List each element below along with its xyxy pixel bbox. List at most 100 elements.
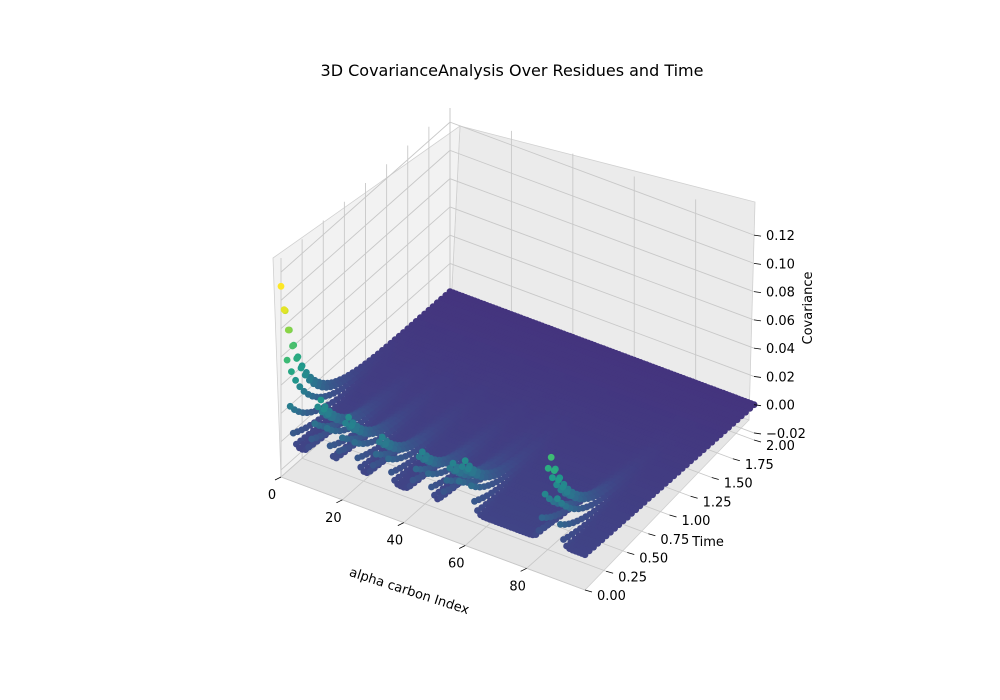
data-point [342, 419, 349, 427]
z-grid-line [449, 262, 755, 377]
data-point [339, 434, 346, 442]
x-tick-label: 0 [268, 488, 276, 503]
data-point [544, 464, 552, 472]
x-tick-label: 20 [325, 511, 342, 526]
data-point [289, 342, 296, 350]
y-tick-label: 1.00 [682, 514, 711, 529]
y-tick-label: 0.00 [597, 589, 626, 604]
z-grid-line [449, 121, 755, 236]
data-point [555, 476, 562, 484]
data-point [412, 465, 420, 473]
data-point [323, 424, 331, 432]
data-point [415, 453, 423, 461]
data-point [385, 455, 392, 463]
z-tick-label: −0.02 [766, 427, 806, 442]
z-grid-line [449, 149, 755, 264]
data-point [366, 467, 374, 475]
z-tick-label: 0.04 [766, 342, 795, 357]
data-point [455, 477, 463, 485]
data-point [288, 368, 295, 375]
z-tick-mark [753, 432, 762, 435]
data-point [461, 457, 469, 465]
y-grid-line [301, 457, 607, 572]
data-point [300, 387, 308, 395]
data-point [464, 465, 472, 473]
data-point [372, 450, 380, 458]
data-point [369, 462, 377, 469]
data-point [443, 477, 451, 484]
data-point [293, 355, 301, 362]
z-tick-label: 0.10 [766, 257, 795, 272]
data-point [306, 376, 313, 384]
z-tick-label: 0.08 [766, 286, 795, 301]
z-grid-line [449, 178, 755, 293]
y-tick-mark [627, 552, 635, 555]
chart-title: 3D CovarianceAnalysis Over Residues and … [321, 61, 704, 80]
data-point [354, 454, 362, 462]
y-axis-label: Time [691, 535, 724, 550]
z-tick-mark [753, 291, 762, 294]
data-point [378, 433, 386, 441]
data-point [581, 551, 589, 559]
data-point [317, 396, 325, 404]
data-point [468, 482, 475, 490]
data-point [449, 459, 457, 467]
data-point [352, 426, 360, 433]
data-point [351, 439, 359, 446]
y-tick-label: 2.00 [766, 439, 795, 454]
data-point [545, 495, 553, 503]
data-point [471, 497, 478, 505]
data-point [280, 306, 288, 313]
x-tick-mark [336, 499, 343, 504]
z-tick-label: 0.00 [766, 399, 795, 414]
y-tick-label: 1.75 [745, 458, 774, 473]
data-point [345, 413, 352, 421]
data-point [375, 438, 383, 446]
y-tick-mark [753, 439, 762, 443]
y-tick-label: 0.75 [660, 533, 689, 548]
data-point [558, 499, 565, 507]
scatter-points [277, 282, 758, 559]
y-tick-mark [732, 458, 740, 462]
y-tick-mark [690, 495, 698, 499]
y-tick-mark [648, 533, 656, 537]
data-point [440, 488, 448, 495]
data-point [324, 410, 332, 418]
data-point [297, 364, 305, 372]
data-point [549, 474, 556, 482]
y-grid-line [280, 476, 586, 591]
z-grid-line [280, 263, 451, 414]
z-tick-mark [753, 234, 762, 237]
data-point [452, 467, 460, 474]
data-point [301, 371, 309, 379]
data-point [547, 453, 555, 461]
data-point [428, 483, 435, 491]
data-point [348, 422, 355, 429]
y-tick-label: 0.50 [639, 552, 668, 567]
y-tick-label: 1.25 [703, 495, 732, 510]
data-point [560, 536, 567, 543]
data-point [421, 455, 429, 463]
data-point [305, 443, 312, 451]
data-point [458, 463, 466, 470]
data-point [418, 448, 426, 456]
x-tick-mark [459, 545, 466, 549]
data-point [388, 468, 395, 476]
z-grid-line [280, 234, 451, 386]
z-tick-mark [753, 404, 762, 407]
x-tick-label: 60 [448, 556, 465, 571]
data-point [286, 402, 294, 410]
data-point [314, 403, 322, 411]
data-point [308, 435, 316, 443]
data-point [557, 521, 564, 528]
data-point [550, 467, 558, 474]
z-tick-mark [753, 347, 762, 350]
data-point [425, 470, 432, 477]
data-point [559, 483, 567, 491]
data-point [437, 494, 445, 501]
y-tick-mark [606, 570, 614, 574]
data-point [335, 447, 343, 455]
y-tick-mark [584, 589, 593, 593]
y-tick-label: 0.25 [618, 570, 647, 585]
z-grid-line [280, 121, 451, 273]
